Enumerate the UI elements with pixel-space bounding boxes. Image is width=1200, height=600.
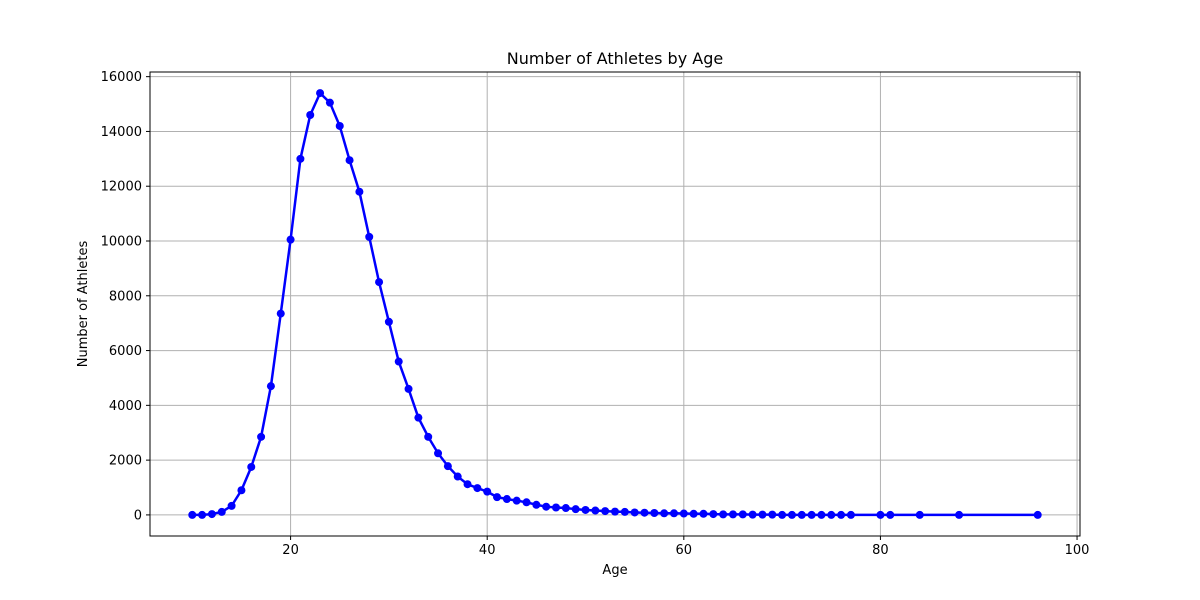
data-point [414, 413, 423, 422]
data-point [915, 510, 924, 519]
data-point [581, 505, 590, 514]
data-point [453, 472, 462, 481]
y-tick-label: 12000 [101, 180, 142, 195]
data-point [502, 495, 511, 504]
data-point [296, 154, 305, 163]
data-point [473, 484, 482, 493]
y-axis-title: Number of Athletes [76, 241, 91, 368]
data-point [542, 502, 551, 511]
data-point [227, 501, 236, 510]
data-point [620, 507, 629, 516]
data-point [552, 503, 561, 512]
data-point [365, 232, 374, 241]
y-tick-label: 16000 [101, 70, 142, 85]
data-point [561, 504, 570, 513]
data-point [306, 111, 315, 119]
data-point [424, 432, 433, 441]
data-point [316, 89, 325, 98]
data-point [237, 486, 246, 495]
y-tick-label: 8000 [109, 289, 142, 304]
series-layer [188, 89, 1042, 519]
x-axis-title: Age [602, 563, 627, 578]
data-point [846, 510, 855, 519]
data-point [276, 309, 285, 318]
data-point [837, 510, 846, 519]
data-point [640, 508, 649, 517]
data-point [198, 510, 207, 519]
data-point [286, 235, 295, 244]
data-point [797, 510, 806, 519]
data-point [217, 507, 226, 516]
data-point [434, 449, 443, 458]
data-point [463, 480, 472, 489]
data-point [188, 510, 197, 519]
data-point [728, 510, 737, 519]
data-point [375, 278, 384, 287]
data-point [1033, 510, 1042, 519]
chart-title: Number of Athletes by Age [507, 49, 723, 68]
data-point [335, 121, 344, 130]
data-point [807, 510, 816, 519]
x-tick-label: 20 [282, 543, 299, 558]
data-point [266, 382, 275, 391]
data-point [571, 505, 580, 514]
data-point [679, 509, 688, 518]
data-point [748, 510, 757, 519]
data-point [689, 509, 698, 518]
x-tick-label: 100 [1065, 543, 1090, 558]
data-point [532, 500, 541, 509]
y-tick-label: 6000 [109, 344, 142, 359]
data-point [591, 506, 600, 515]
data-point [650, 508, 659, 517]
data-point [257, 432, 266, 441]
x-tick-label: 80 [872, 543, 889, 558]
data-point [876, 510, 885, 519]
data-point [522, 498, 531, 507]
data-point [355, 187, 364, 196]
x-tick-label: 60 [676, 543, 693, 558]
plot-frame [149, 71, 1081, 537]
data-point [443, 462, 452, 471]
data-point [512, 496, 521, 505]
data-point [611, 507, 619, 516]
data-point [384, 317, 393, 326]
data-point [483, 487, 492, 496]
data-point [817, 510, 826, 519]
y-tick-label: 0 [134, 508, 142, 523]
grid [150, 72, 1080, 536]
data-point [247, 462, 256, 471]
data-point [669, 509, 678, 518]
data-point [630, 508, 639, 517]
data-point [404, 384, 413, 393]
data-point [601, 507, 610, 516]
data-point [886, 510, 895, 519]
data-point [827, 510, 836, 519]
y-tick-label: 2000 [109, 454, 142, 469]
y-tick-label: 10000 [101, 235, 142, 250]
data-point [787, 510, 796, 519]
data-point [768, 510, 777, 519]
data-point [660, 509, 669, 518]
data-point [699, 509, 708, 518]
data-point [778, 510, 787, 519]
data-point [394, 357, 403, 366]
data-point [719, 510, 728, 519]
data-point [758, 510, 767, 519]
data-point [709, 510, 718, 519]
data-point [325, 98, 334, 107]
data-point [738, 510, 747, 519]
data-point [207, 510, 216, 519]
y-tick-label: 14000 [101, 125, 142, 140]
data-point [493, 493, 502, 502]
y-tick-label: 4000 [109, 399, 142, 414]
axis-ticks: 20 40 60 80 100 0 2000 4000 6000 8000 10000 12000 14… [101, 70, 1090, 558]
data-point [345, 156, 354, 165]
x-tick-label: 40 [479, 543, 496, 558]
data-point [955, 510, 964, 519]
